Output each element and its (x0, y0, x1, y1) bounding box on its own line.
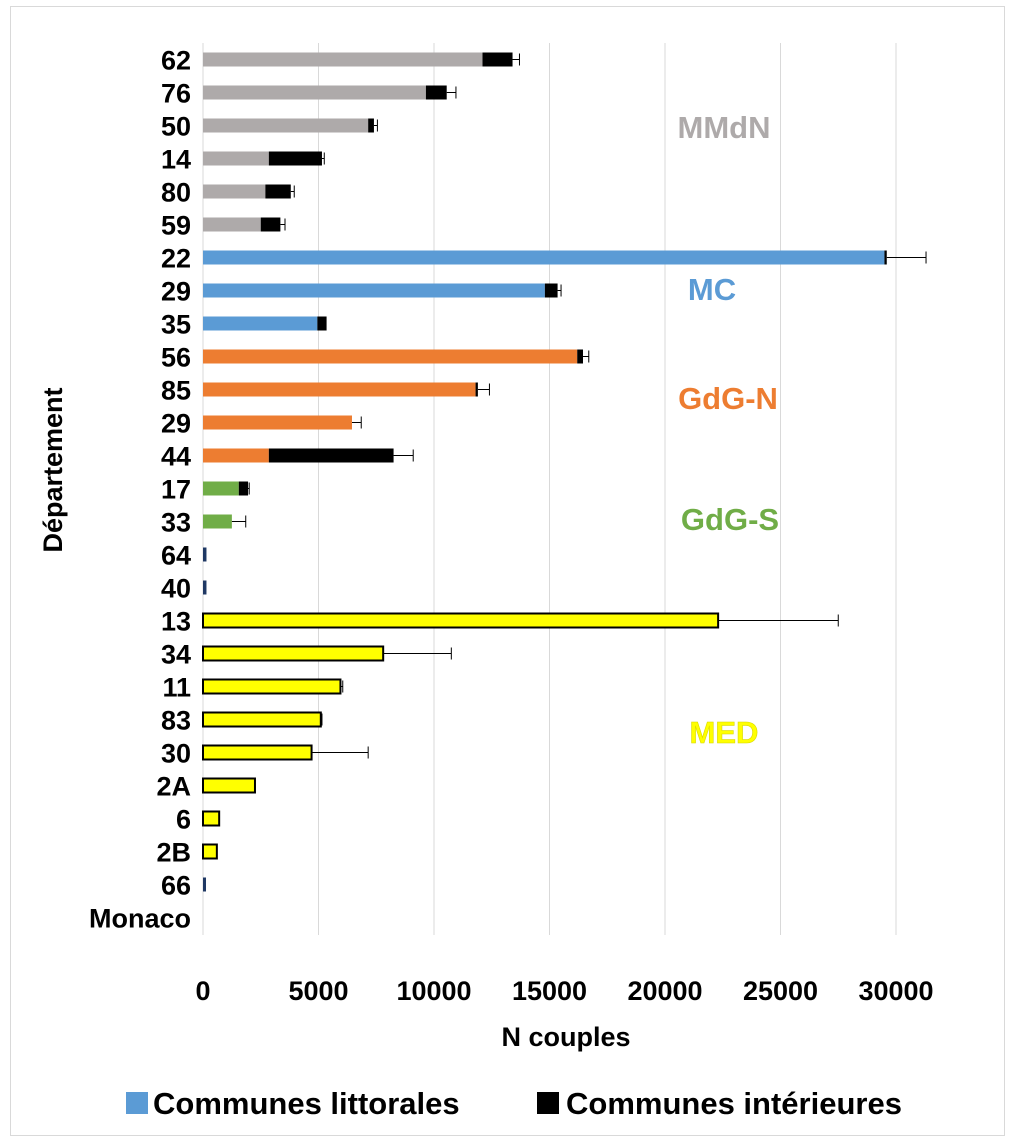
bar-interior-5 (260, 217, 281, 232)
y-tick-label-10: 85 (161, 376, 191, 406)
y-tick-label-17: 13 (161, 607, 191, 637)
y-tick-label-1: 76 (161, 79, 191, 109)
legend-swatch-littorales (126, 1092, 148, 1114)
x-tick-label-2: 10000 (396, 976, 471, 1006)
bar-littoral-11 (203, 415, 352, 430)
y-tick-label-23: 6 (176, 805, 191, 835)
y-tick-label-19: 11 (162, 673, 191, 703)
bar-littoral-25 (203, 877, 207, 892)
bar-littoral-16 (203, 580, 207, 595)
x-tick-label-6: 30000 (858, 976, 933, 1006)
bar-littoral-18 (202, 645, 385, 662)
chart-frame (10, 6, 1005, 1136)
bar-interior-0 (482, 52, 513, 67)
y-tick-label-13: 17 (161, 475, 191, 505)
x-tick-label-0: 0 (195, 976, 210, 1006)
x-tick-labels: 0 5000 10000 15000 20000 25000 30000 (195, 976, 933, 1006)
y-tick-label-18: 34 (161, 640, 191, 670)
x-tick-label-5: 25000 (743, 976, 818, 1006)
x-axis-title: N couples (501, 1022, 630, 1052)
bar-interior-10 (475, 382, 478, 397)
x-tick-label-4: 20000 (627, 976, 702, 1006)
y-tick-labels: 6276501480592229355685294417336440133411… (89, 46, 191, 934)
y-tick-label-25: 66 (161, 871, 191, 901)
x-tick-label-3: 15000 (512, 976, 587, 1006)
y-tick-label-14: 33 (161, 508, 191, 538)
legend-label-interieures: Communes intérieures (566, 1086, 902, 1121)
bar-interior-7 (544, 283, 558, 298)
bar-littoral-21 (202, 744, 313, 761)
bar-littoral-2 (203, 118, 369, 133)
group-label-4: MED (690, 715, 759, 750)
y-tick-label-9: 56 (161, 343, 191, 373)
bar-interior-9 (577, 349, 583, 364)
bar-littoral-3 (203, 151, 269, 166)
group-label-0: MMdN (678, 110, 771, 145)
bar-interior-4 (265, 184, 291, 199)
x-tick-label-1: 5000 (288, 976, 348, 1006)
bar-littoral-22 (202, 777, 256, 794)
bar-interior-1 (425, 85, 447, 100)
y-tick-label-24: 2B (156, 838, 191, 868)
y-tick-label-3: 14 (161, 145, 191, 175)
bar-littoral-17 (202, 612, 720, 629)
y-tick-label-8: 35 (161, 310, 191, 340)
bar-interior-8 (317, 316, 327, 331)
y-tick-label-6: 22 (161, 244, 191, 274)
bar-littoral-19 (202, 678, 342, 695)
bars (202, 52, 887, 892)
y-axis-title: Département (38, 387, 68, 552)
bar-littoral-20 (202, 711, 322, 728)
legend-label-littorales: Communes littorales (153, 1086, 460, 1121)
bar-littoral-7 (203, 283, 545, 298)
y-tick-label-11: 29 (161, 409, 191, 439)
bar-littoral-9 (203, 349, 578, 364)
bar-littoral-24 (202, 843, 218, 860)
bar-littoral-23 (202, 810, 221, 827)
bar-interior-13 (238, 481, 249, 496)
bar-littoral-0 (203, 52, 483, 67)
error-bars (231, 53, 927, 759)
group-label-2: GdG-N (678, 381, 778, 416)
bar-littoral-12 (203, 448, 269, 463)
group-label-1: MC (688, 272, 736, 307)
y-tick-label-7: 29 (161, 277, 191, 307)
grid-lines (202, 43, 897, 935)
legend-swatch-interieures (537, 1092, 559, 1114)
y-tick-label-0: 62 (161, 46, 191, 76)
y-tick-label-15: 64 (161, 541, 191, 571)
bar-littoral-13 (203, 481, 239, 496)
bar-interior-2 (368, 118, 374, 133)
y-tick-label-21: 30 (161, 739, 191, 769)
y-tick-label-12: 44 (161, 442, 191, 472)
y-tick-label-22: 2A (156, 772, 191, 802)
bar-interior-12 (268, 448, 394, 463)
bar-littoral-1 (203, 85, 426, 100)
bar-littoral-8 (203, 316, 318, 331)
y-tick-label-16: 40 (161, 574, 191, 604)
y-tick-label-2: 50 (161, 112, 191, 142)
y-tick-label-5: 59 (161, 211, 191, 241)
legend: Communes littorales Communes intérieures (126, 1086, 902, 1121)
y-tick-label-20: 83 (161, 706, 191, 736)
bar-interior-3 (268, 151, 322, 166)
bar-littoral-15 (203, 547, 207, 562)
y-tick-label-26: Monaco (89, 904, 191, 934)
group-labels: MMdN MC GdG-N GdG-S MED (678, 110, 780, 750)
bar-littoral-4 (203, 184, 266, 199)
bar-littoral-10 (203, 382, 476, 397)
group-label-3: GdG-S (681, 502, 779, 537)
y-tick-label-4: 80 (161, 178, 191, 208)
bar-littoral-14 (203, 514, 232, 529)
bar-littoral-6 (203, 250, 885, 265)
bar-littoral-5 (203, 217, 261, 232)
bar-interior-6 (884, 250, 887, 265)
